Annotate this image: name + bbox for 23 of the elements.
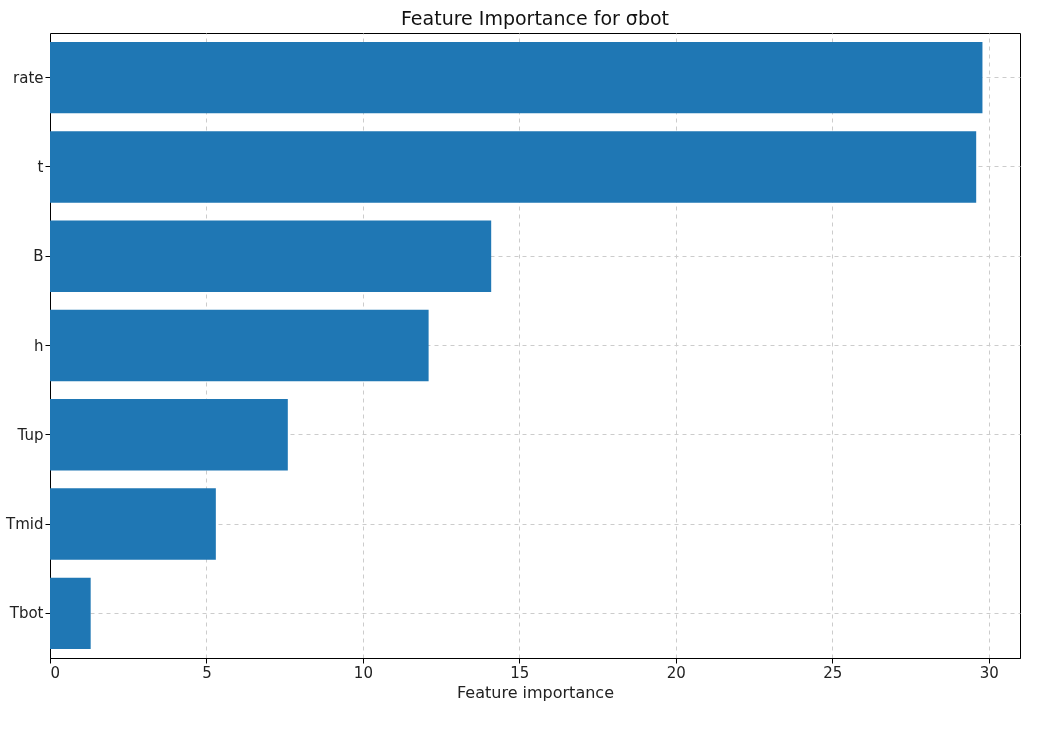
bar (50, 309, 429, 382)
y-tick-label: Tmid (5, 515, 44, 534)
x-axis-title: Feature importance (457, 682, 614, 702)
x-tick-label: 0 (50, 663, 61, 682)
bar (50, 131, 977, 203)
x-tick-label: 10 (353, 663, 373, 682)
x-tick-label: 5 (202, 663, 212, 682)
x-tick-label: 25 (823, 663, 843, 682)
bar (50, 41, 983, 114)
y-tick-label: B (33, 247, 44, 266)
y-tick-label: Tbot (8, 604, 44, 623)
y-tick-label: Tup (16, 425, 44, 444)
bar (50, 399, 288, 471)
bar (50, 577, 91, 650)
x-tick-label: 15 (510, 663, 530, 682)
y-tick-label: h (33, 336, 44, 355)
chart-title: Feature Importance for σbot (400, 7, 670, 29)
x-tick-label: 20 (666, 663, 686, 682)
x-tick-label: 30 (979, 663, 999, 682)
y-tick-label: t (37, 157, 44, 176)
bar (50, 220, 492, 292)
bar (50, 488, 216, 560)
y-tick-label: rate (13, 68, 44, 87)
